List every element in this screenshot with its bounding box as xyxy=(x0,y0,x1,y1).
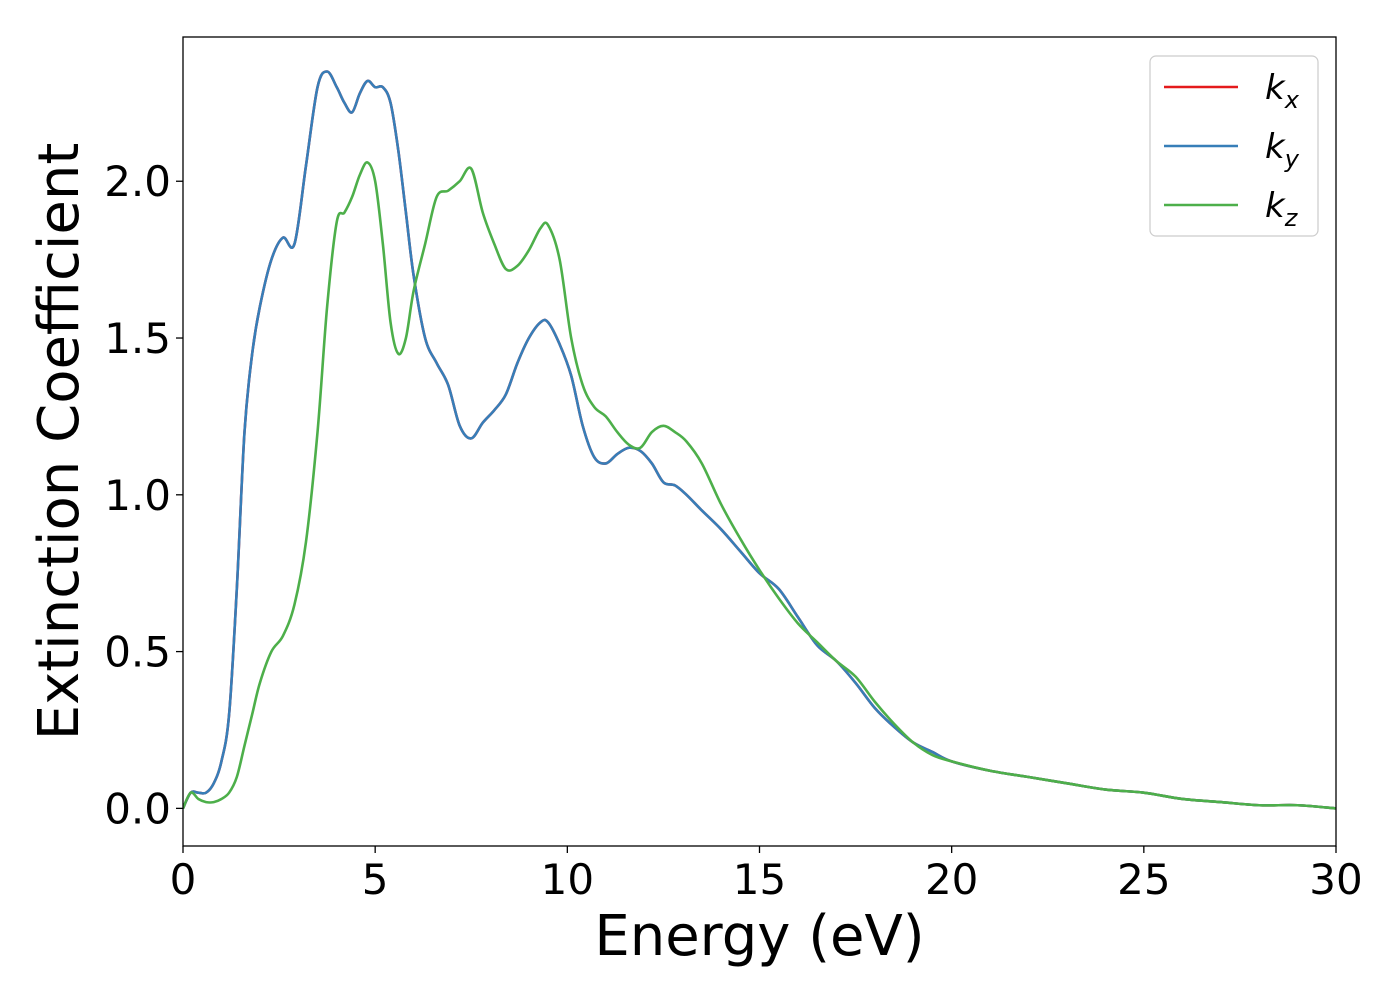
legend-label-z: kz xyxy=(1265,186,1299,232)
y-tick-label: 1.0 xyxy=(104,471,171,520)
x-axis-title: Energy (eV) xyxy=(594,904,924,969)
series-lines xyxy=(183,70,1336,810)
legend-label-x: kx xyxy=(1265,68,1300,114)
y-tick-label: 2.0 xyxy=(104,157,171,206)
legend: kx ky kz xyxy=(1149,55,1319,237)
x-tick-label: 15 xyxy=(733,855,786,904)
x-tick-label: 20 xyxy=(925,855,978,904)
x-tick-label: 0 xyxy=(170,855,197,904)
ticks: 0 5 10 15 20 25 30 0.0 0.5 1.0 1.5 2.0 xyxy=(104,157,1363,904)
y-axis-title: Extinction Coefficient xyxy=(27,143,92,741)
y-tick-label: 0.0 xyxy=(104,784,171,833)
series-line-z xyxy=(183,161,1336,810)
y-tick-label: 0.5 xyxy=(104,628,171,677)
series-line-y xyxy=(183,70,1336,810)
legend-label-y: ky xyxy=(1265,127,1300,173)
plot-frame xyxy=(182,36,1337,847)
x-tick-label: 10 xyxy=(541,855,594,904)
y-tick-label: 1.5 xyxy=(104,314,171,363)
x-tick-label: 30 xyxy=(1309,855,1362,904)
x-tick-label: 5 xyxy=(362,855,389,904)
x-tick-label: 25 xyxy=(1117,855,1170,904)
